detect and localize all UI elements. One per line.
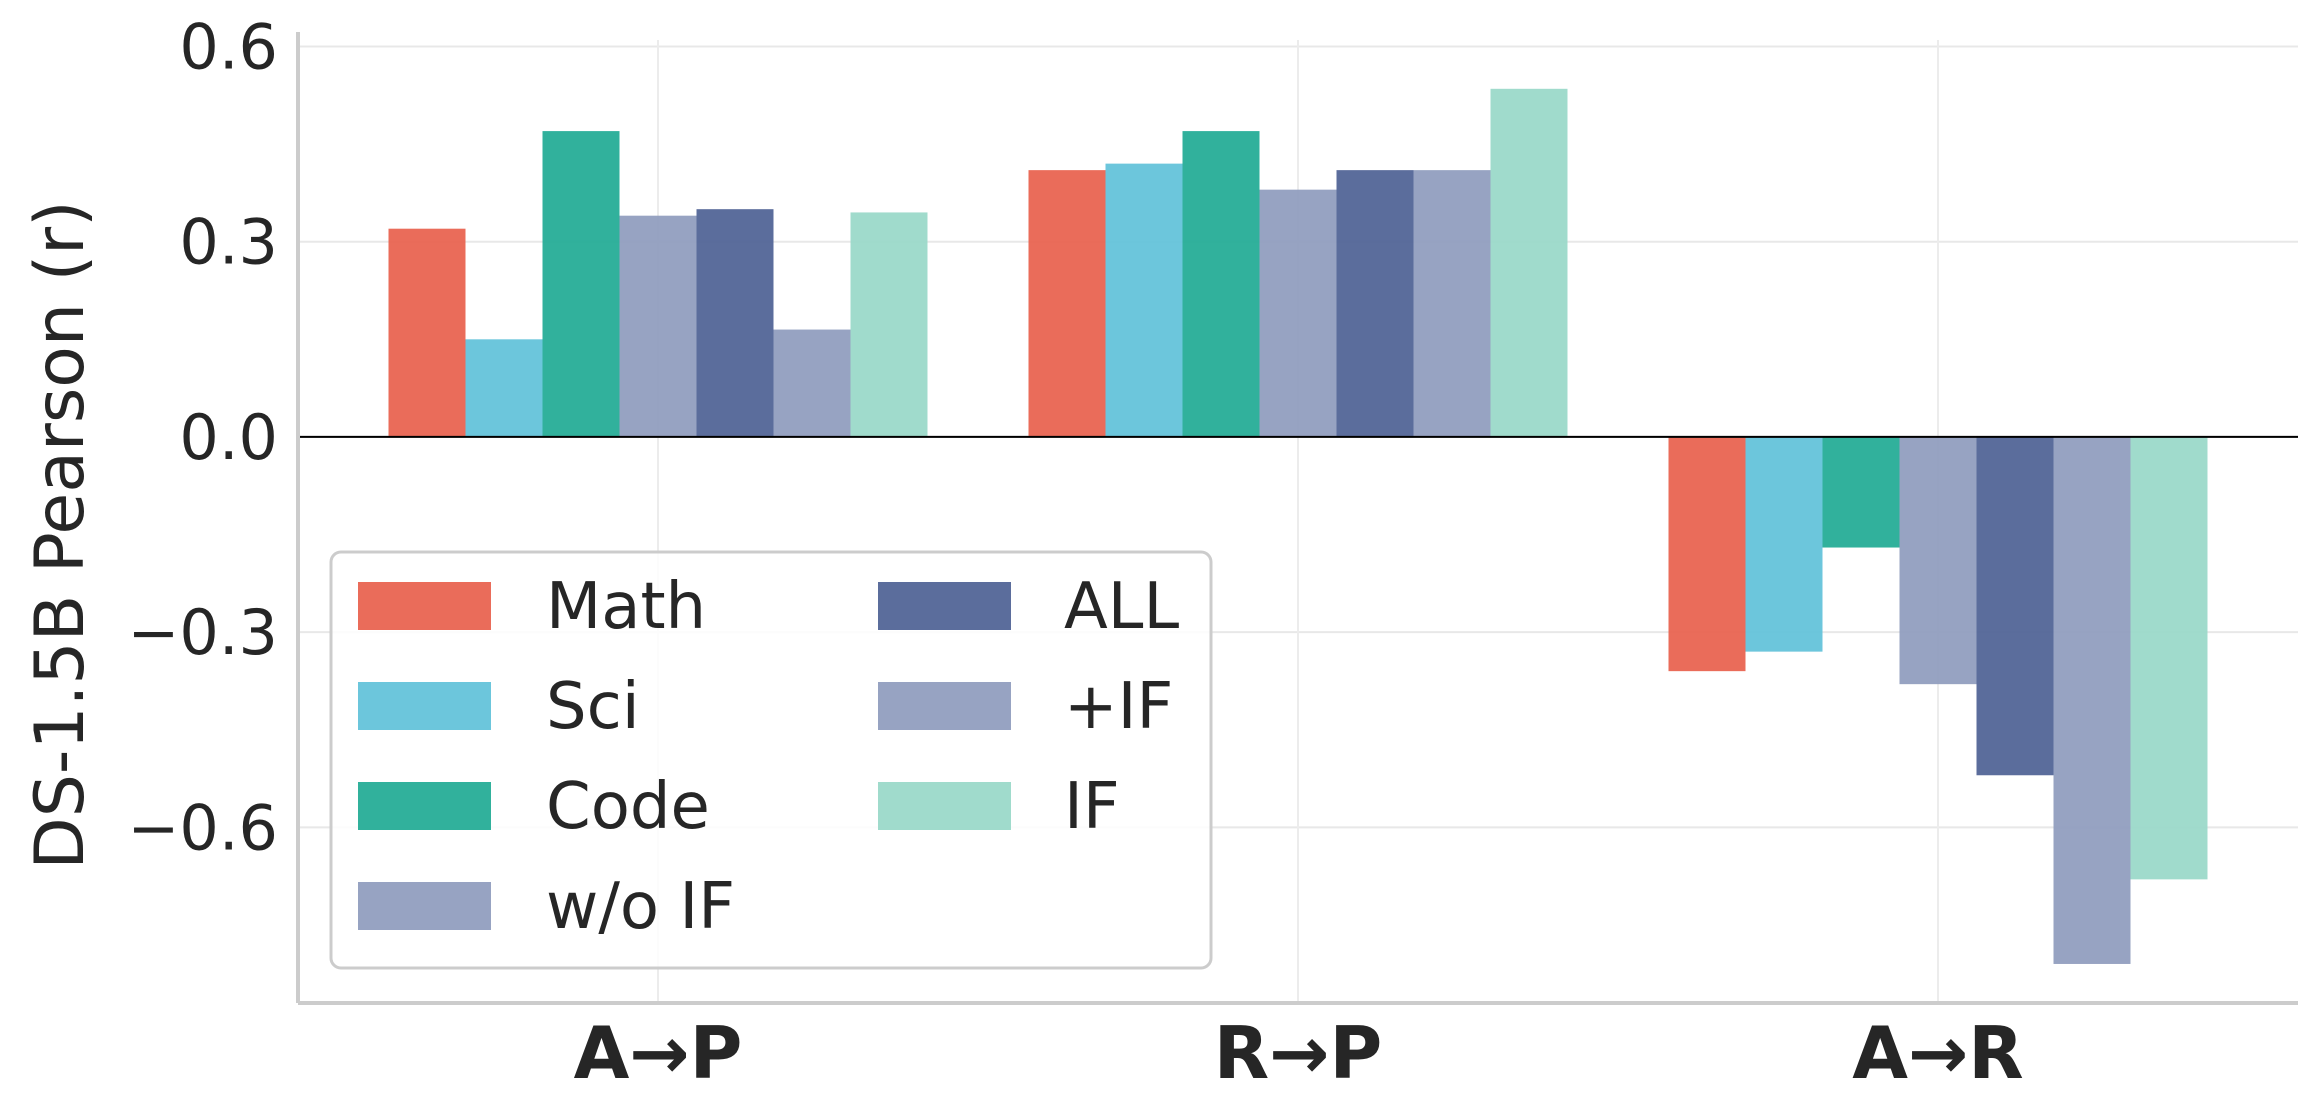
bar--if-1: [1413, 170, 1491, 437]
bar-layer: [388, 88, 2208, 964]
bar-all-2: [1976, 436, 2054, 776]
legend-label: ALL: [1064, 570, 1179, 644]
x-tick-label: A→P: [574, 1011, 743, 1095]
bar-code-1: [1182, 131, 1260, 437]
bar-all-0: [696, 209, 774, 437]
bar-all-1: [1336, 170, 1414, 437]
bar--if-0: [773, 329, 851, 437]
bar-if-2: [2130, 436, 2208, 880]
axis-layer: [296, 32, 2298, 1005]
bar-code-2: [1822, 436, 1900, 548]
legend-swatch: [358, 682, 491, 730]
bar-if-1: [1490, 88, 1568, 437]
legend-label: +IF: [1064, 670, 1173, 744]
legend: Math Sci Code w/o IF ALL +IF IF: [329, 550, 1213, 970]
y-axis-label: DS-1.5B Pearson (r): [21, 200, 100, 869]
legend-swatch: [878, 782, 1011, 830]
bar--if-2: [2053, 436, 2131, 964]
y-tick-label: −0.3: [127, 596, 278, 669]
legend-label: IF: [1064, 770, 1120, 844]
legend-label: Math: [546, 570, 706, 644]
legend-swatch: [358, 582, 491, 630]
y-tick-label: 0.3: [179, 206, 278, 279]
bar-w-o-if-2: [1899, 436, 1977, 685]
bar-w-o-if-1: [1259, 189, 1337, 437]
bar-math-0: [388, 228, 466, 437]
bar-sci-1: [1105, 163, 1183, 437]
legend-swatch: [878, 582, 1011, 630]
y-tick-label: 0.0: [179, 401, 278, 474]
bar-code-0: [542, 131, 620, 437]
legend-label: w/o IF: [546, 870, 735, 944]
legend-swatch: [358, 882, 491, 930]
bar-math-1: [1028, 170, 1106, 437]
bar-math-2: [1668, 436, 1746, 672]
legend-frame: [329, 550, 1213, 970]
bar-sci-0: [465, 339, 543, 437]
y-tick-label: 0.6: [179, 11, 278, 84]
label-layer: 0.6 0.3 0.0 −0.3 −0.6 A→P R→P A→R: [127, 11, 2023, 1095]
bar-w-o-if-0: [619, 215, 697, 437]
bar-sci-2: [1745, 436, 1823, 652]
legend-swatch: [358, 782, 491, 830]
y-tick-label: −0.6: [127, 791, 278, 864]
legend-label: Sci: [546, 670, 640, 744]
legend-label: Code: [546, 770, 710, 844]
x-tick-label: A→R: [1852, 1011, 2024, 1095]
x-tick-label: R→P: [1214, 1011, 1383, 1095]
bar-if-0: [850, 212, 928, 437]
legend-swatch: [878, 682, 1011, 730]
